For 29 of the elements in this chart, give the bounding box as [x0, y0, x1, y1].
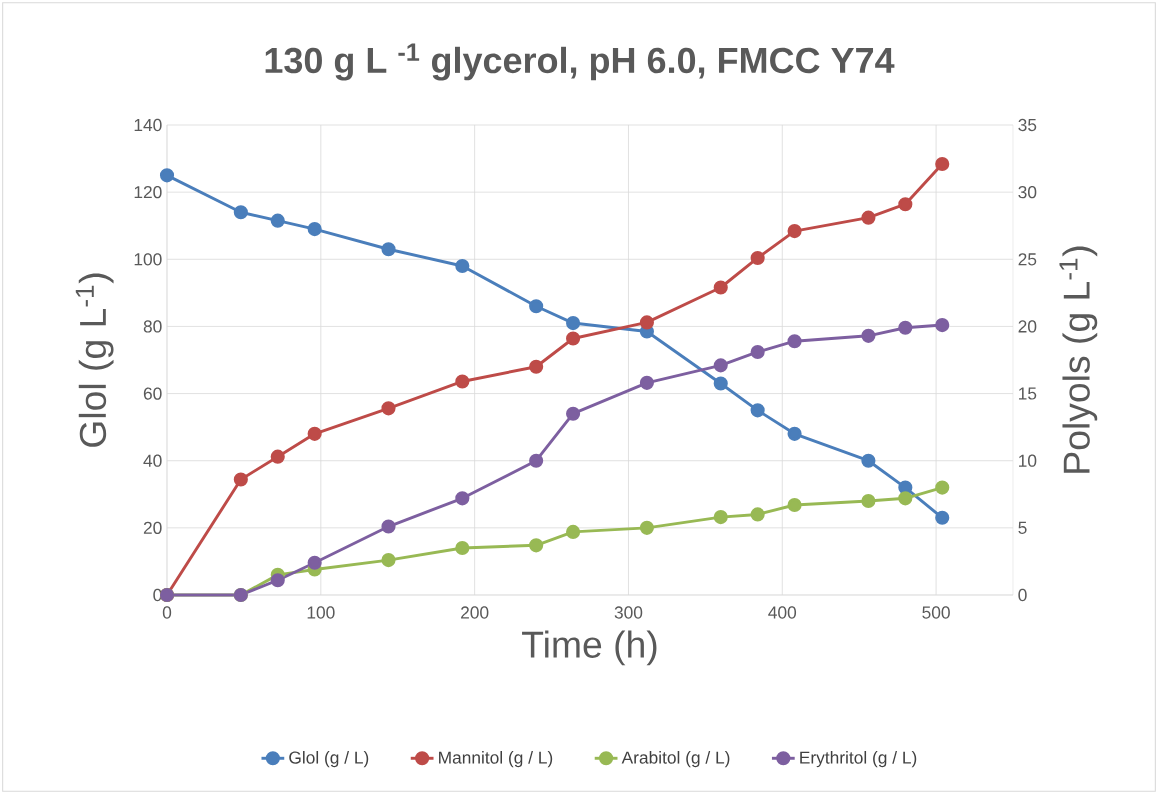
x-tick-label: 400	[768, 606, 797, 619]
y-tick-label: 20	[143, 521, 162, 534]
y-tick-label: 120	[134, 186, 162, 199]
y2-tick-label: 20	[1018, 320, 1037, 333]
chart-title: 130 g L $^{-1}$ glycerol, pH 6.0, FMCC Y74	[265, 43, 895, 81]
y-axis-title: Glol (g L$^{-1}$)	[75, 273, 114, 447]
x-tick-label: 300	[614, 606, 643, 619]
x-tick-label: 0	[162, 606, 172, 619]
y2-tick-label: 5	[1018, 521, 1027, 534]
y-tick-label: 40	[143, 454, 162, 467]
y2-tick-label: 35	[1018, 118, 1037, 132]
legend-label: Arabitol (g / L)	[621, 751, 730, 768]
y-tick-label: 80	[143, 320, 162, 333]
y2-tick-label: 15	[1019, 387, 1037, 400]
x-tick-label: 100	[307, 606, 335, 619]
y-tick-label: 60	[143, 387, 162, 400]
legend-label: Mannitol (g / L)	[439, 751, 553, 768]
y2-axis-title: Polyols (g L$^{-1}$)	[1059, 246, 1098, 473]
y2-tick-label: 0	[1018, 588, 1027, 602]
x-axis-title: Time (h)	[522, 630, 657, 666]
y2-tick-label: 10	[1019, 454, 1037, 467]
legend-label: Glol (g / L)	[289, 751, 369, 768]
y-tick-label: 140	[134, 118, 162, 132]
x-tick-label: 500	[922, 606, 950, 619]
y2-tick-label: 30	[1018, 186, 1037, 199]
y2-tick-label: 25	[1018, 253, 1037, 266]
x-tick-label: 200	[461, 606, 489, 619]
legend-label: Erythritol (g / L)	[800, 751, 917, 768]
y-tick-label: 100	[134, 253, 162, 266]
